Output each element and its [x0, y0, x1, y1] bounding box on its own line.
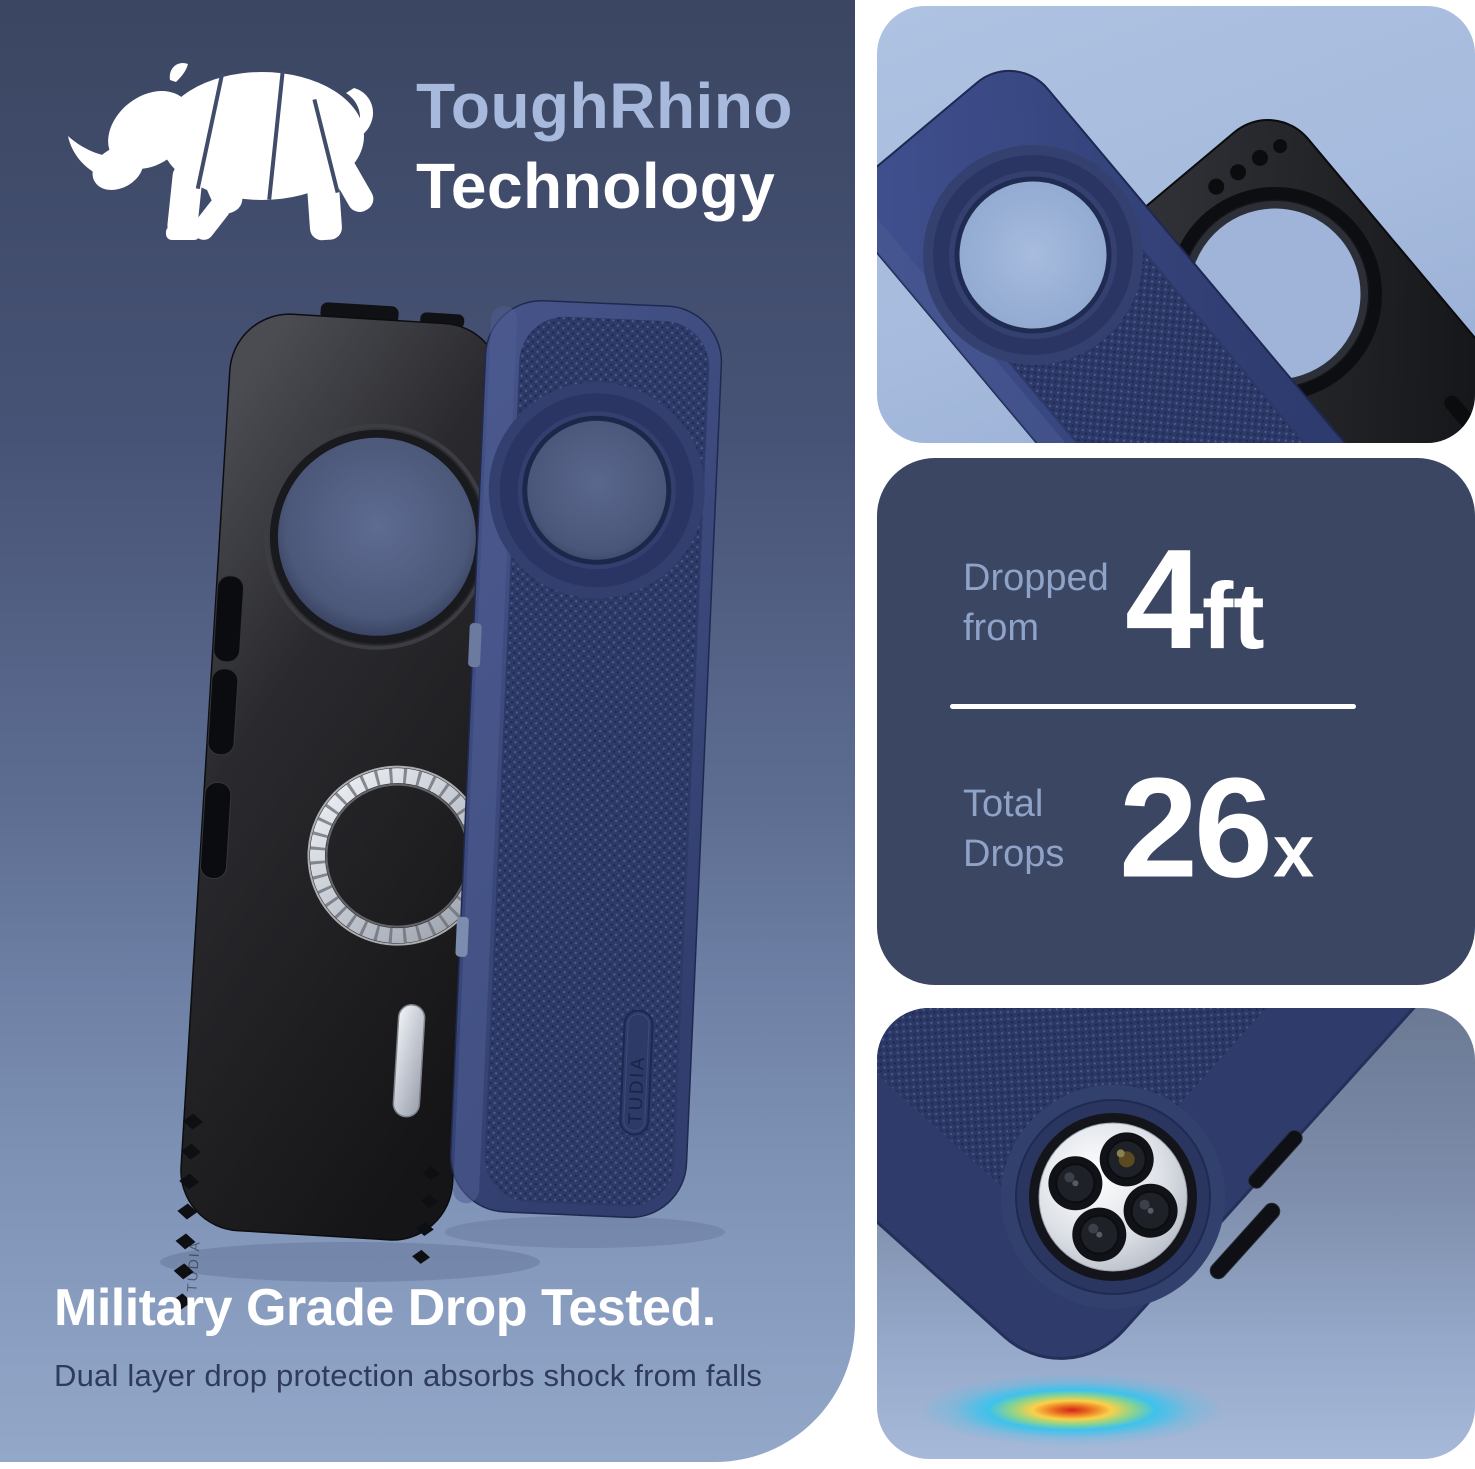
- brand-emboss-pill: TUDIA: [619, 1009, 654, 1136]
- hero-panel: TUDIA TUDIA: [0, 0, 855, 1462]
- camera-cutout: [524, 418, 669, 563]
- stat-label-line: Drops: [963, 833, 1065, 875]
- stat-number: 26: [1119, 748, 1273, 908]
- case-layers-closeup-panel: [877, 6, 1475, 443]
- grip-texture: [171, 1113, 441, 1310]
- shell-notch: [455, 916, 469, 957]
- side-button: [1248, 1129, 1303, 1189]
- camera-cutout: [270, 430, 483, 643]
- shell-notch: [468, 623, 482, 668]
- side-button: [1209, 1202, 1281, 1280]
- stat-value: 26 x: [1119, 748, 1315, 908]
- divider: [950, 704, 1356, 709]
- drop-test-stats-panel: Dropped from 4 ft Total Drops 26 x: [877, 458, 1475, 985]
- stat-unit: ft: [1201, 563, 1265, 668]
- case-brand-emboss: TUDIA: [625, 1055, 649, 1125]
- brand-tech-label: Technology: [416, 150, 776, 222]
- stat-row-total-drops: Total Drops 26 x: [877, 746, 1475, 912]
- stat-label: Total Drops: [963, 779, 1064, 879]
- power-button: [199, 782, 232, 879]
- camera-holes: [1208, 139, 1288, 195]
- case-shadow: [445, 1216, 725, 1248]
- magnet-align-bar: [392, 1004, 426, 1118]
- stat-value: 4 ft: [1125, 520, 1265, 679]
- volume-down-button: [207, 668, 239, 756]
- stat-unit: x: [1272, 809, 1315, 893]
- drop-impact-panel: [877, 1008, 1475, 1459]
- stat-label-line: Total: [963, 782, 1044, 825]
- brand-name: ToughRhino: [416, 70, 793, 142]
- tagline-block: Military Grade Drop Tested. Dual layer d…: [54, 1278, 834, 1394]
- knurled-texture: [877, 1008, 1369, 1213]
- brand-lockup: ToughRhino Technology: [416, 66, 793, 226]
- blue-case-corner: [877, 69, 1369, 443]
- camera-module: [1015, 1099, 1211, 1295]
- stat-row-drop-height: Dropped from 4 ft: [877, 520, 1475, 686]
- stat-label-line: Dropped: [963, 556, 1109, 599]
- case-brand-emboss: TUDIA: [183, 1239, 202, 1292]
- blue-outer-shell: TUDIA: [449, 299, 723, 1219]
- camera-lenses: [1048, 1132, 1178, 1262]
- drop-impact-image: [877, 1008, 1463, 1446]
- stat-number: 4: [1125, 520, 1204, 679]
- rhino-logo-icon: [68, 62, 374, 241]
- impact-heatmap: [920, 1374, 1224, 1446]
- dual-layer-case-image: TUDIA TUDIA: [160, 299, 725, 1310]
- logo-segment-gaps: [195, 70, 340, 200]
- case-shadow: [160, 1242, 540, 1282]
- headline: Military Grade Drop Tested.: [54, 1279, 716, 1337]
- stat-label-line: from: [963, 607, 1039, 649]
- volume-up-button: [213, 575, 245, 663]
- case-layers-closeup-image: [877, 69, 1475, 443]
- stat-label: Dropped from: [963, 553, 1109, 653]
- subheadline: Dual layer drop protection absorbs shock…: [54, 1358, 763, 1393]
